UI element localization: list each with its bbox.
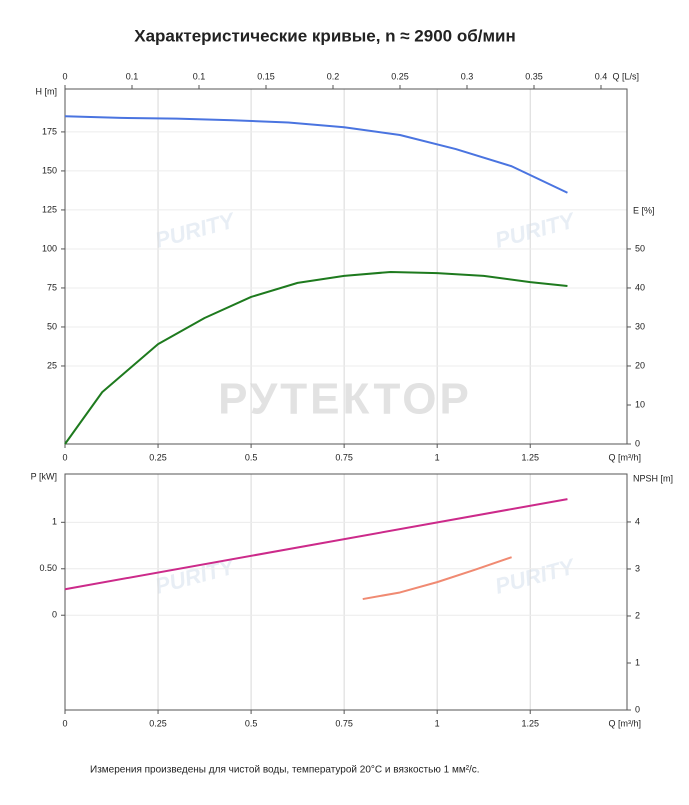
x-tick-label: 0 (62, 452, 67, 462)
x2-tick-label: 0.35 (525, 71, 543, 81)
series-line (64, 498, 568, 591)
x-tick-label: 0.75 (335, 718, 353, 728)
footnote: Измерения произведены для чистой воды, т… (90, 765, 480, 776)
y-tick-label: 100 (42, 243, 57, 253)
x2-tick-label: 0.1 (193, 71, 206, 81)
x-tick-label: 0.5 (245, 452, 258, 462)
y-tick-label: 1 (52, 517, 57, 527)
x2-tick-label: 0.4 (595, 71, 608, 81)
y2-tick-label: 2 (635, 610, 640, 620)
y2-tick-label: 1 (635, 657, 640, 667)
x2-tick-label: 0 (62, 71, 67, 81)
series-line (362, 556, 512, 601)
plot-frame (64, 88, 628, 445)
x2-tick-label: 0.15 (257, 71, 275, 81)
x-tick-label: 0.5 (245, 718, 258, 728)
y2-tick-label: 40 (635, 282, 645, 292)
x2-tick-label: 0.1 (126, 71, 139, 81)
chart-title: Характеристические кривые, n ≈ 2900 об/м… (134, 26, 516, 45)
y-tick-label: 75 (47, 282, 57, 292)
x-tick-label: 1 (435, 452, 440, 462)
x-tick-label: 0.25 (149, 718, 167, 728)
y2-tick-label: 4 (635, 516, 640, 526)
series-line (64, 115, 568, 194)
y2-tick-label: 10 (635, 399, 645, 409)
y2-tick-label: 0 (635, 704, 640, 714)
series-line (64, 270, 568, 445)
y-axis-label: P [kW] (31, 471, 57, 481)
y-axis-label: H [m] (36, 86, 58, 96)
y2-axis-label: E [%] (633, 205, 655, 215)
x2-tick-label: 0.25 (391, 71, 409, 81)
x-tick-label: 0.75 (335, 452, 353, 462)
x-tick-label: 0.25 (149, 452, 167, 462)
y2-axis-label: NPSH [m] (633, 473, 673, 483)
y-tick-label: 125 (42, 204, 57, 214)
y2-tick-label: 0 (635, 438, 640, 448)
x-axis-label: Q [m³/h] (608, 718, 641, 728)
watermark: РУТЕКТОР (218, 375, 472, 424)
y-tick-label: 0.50 (39, 563, 57, 573)
y-tick-label: 0 (52, 610, 57, 620)
y2-tick-label: 20 (635, 360, 645, 370)
y2-tick-label: 50 (635, 243, 645, 253)
y2-tick-label: 3 (635, 563, 640, 573)
y-tick-label: 150 (42, 165, 57, 175)
y-tick-label: 50 (47, 321, 57, 331)
x2-tick-label: 0.3 (461, 71, 474, 81)
plot-frame (64, 473, 628, 711)
y2-tick-label: 30 (635, 321, 645, 331)
x-axis-label: Q [m³/h] (608, 452, 641, 462)
y-tick-label: 25 (47, 360, 57, 370)
x-tick-label: 1.25 (521, 452, 539, 462)
y-tick-label: 175 (42, 126, 57, 136)
x2-axis-label: Q [L/s] (612, 71, 639, 81)
x-tick-label: 0 (62, 718, 67, 728)
x-tick-label: 1 (435, 718, 440, 728)
x2-tick-label: 0.2 (327, 71, 340, 81)
x-tick-label: 1.25 (521, 718, 539, 728)
